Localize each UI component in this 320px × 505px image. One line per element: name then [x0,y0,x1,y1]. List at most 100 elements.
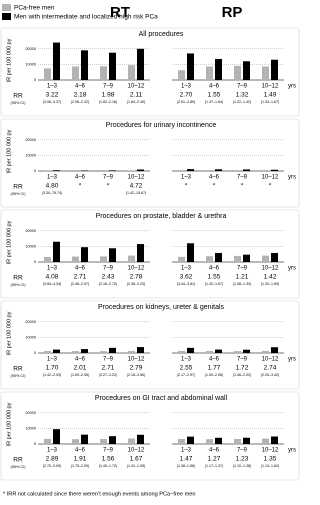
bar [271,437,278,444]
x-tick-label: 1–3 [47,84,58,90]
rr-ci: (2.61–2.80) [177,100,195,104]
rr-value: 1.21 [236,274,249,281]
rr-value: 1.56 [102,456,115,463]
bar [100,439,107,444]
panel-title: All procedures [139,31,184,38]
rr-ci: (1.38–1.56) [177,464,195,468]
rr-ci: (2.70–3.09) [43,464,61,468]
rr-value: 1.35 [264,456,277,463]
ci-label: (95% CI) [11,465,27,469]
rr-value: * [269,183,272,190]
ci-label: (95% CI) [11,101,27,105]
rr-ci: (1.22–1.42) [233,100,251,104]
bar [187,169,194,171]
y-tick-label: 0 [34,169,36,173]
rr-value: 3.62 [180,274,193,281]
figure: RT RP * IRR not calculated since there w… [0,0,301,500]
page: RT RP * IRR not calculated since there w… [0,0,301,500]
rr-ci: (1.13–1.62) [261,464,279,468]
bar [44,439,51,444]
y-axis-label: IR per 100 000 py [6,311,12,355]
rr-ci: (1.69–2.36) [71,373,89,377]
bar [81,247,88,262]
ci-label: (95% CI) [11,192,27,196]
legend-label: PCa-free men [14,5,55,12]
x-tick-label: 1–3 [47,357,58,363]
rr-ci: (1.82–2.16) [99,100,117,104]
bar [206,256,213,262]
bar [262,66,269,80]
bar [72,439,79,444]
bar [100,66,107,80]
rr-value: 1.98 [102,92,115,99]
rr-value: 2.89 [46,456,59,463]
x-tick-label: 4–6 [209,175,220,181]
x-unit: yrs [288,357,296,363]
x-tick-label: 7–9 [237,84,248,90]
bar [72,66,79,80]
x-tick-label: 1–3 [47,448,58,454]
bar [178,351,185,353]
x-tick-label: 4–6 [75,448,86,454]
bar [215,169,222,171]
rr-label: RR [13,457,23,464]
rr-ci: (1.46–2.02) [233,373,251,377]
x-unit: yrs [288,84,296,90]
bar [109,436,116,444]
x-unit: yrs [288,175,296,181]
bar [187,53,194,80]
bar [109,248,116,262]
bar [271,253,278,262]
bar [215,253,222,262]
bar [128,351,135,353]
footnote: * IRR not calculated since there weren't… [3,491,195,497]
panel-title: Procedures for urinary incontinence [106,122,217,129]
rr-value: 1.49 [264,92,277,99]
rr-value: 4.08 [46,274,59,281]
rr-value: * [107,183,110,190]
rr-ci: (3.84–4.34) [43,282,61,286]
bar [206,66,213,80]
bar [243,438,250,444]
bar [128,256,135,262]
rr-ci: (2.46–2.97) [71,282,89,286]
y-tick-label: 10000 [25,335,36,339]
rr-value: 1.23 [236,456,249,463]
y-tick-label: 0 [34,442,36,446]
x-tick-label: 7–9 [237,357,248,363]
bar [271,347,278,353]
bar [215,438,222,444]
x-tick-label: 7–9 [237,175,248,181]
bar [187,437,194,444]
x-tick-label: 4–6 [75,266,86,272]
rr-value: 1.55 [208,274,221,281]
rr-value: 2.74 [264,365,277,372]
x-tick-label: 4–6 [209,84,220,90]
y-tick-label: 20000 [25,411,36,415]
rr-value: 2.79 [130,365,143,372]
rr-ci: (2.38–3.23) [127,282,145,286]
rr-value: 2.71 [74,274,87,281]
bar [137,347,144,353]
rr-value: 1.55 [208,92,221,99]
x-tick-label: 7–9 [103,84,114,90]
bar [128,65,135,80]
x-tick-label: 7–9 [103,266,114,272]
rr-label: RR [13,93,23,100]
x-tick-label: 10–12 [262,357,279,363]
rr-value: 1.32 [236,92,249,99]
bar [44,351,51,353]
bar [243,350,250,353]
x-tick-label: 10–12 [128,175,145,181]
bar [137,435,144,444]
legend-swatch [2,13,11,20]
rr-value: 2.18 [74,92,87,99]
x-tick-label: 7–9 [103,175,114,181]
rr-value: 2.70 [180,92,193,99]
bar [53,350,60,353]
x-tick-label: 1–3 [47,175,58,181]
y-tick-label: 20000 [25,229,36,233]
column-title: RP [222,4,243,21]
y-axis-label: IR per 100 000 py [6,129,12,173]
bar [178,70,185,80]
